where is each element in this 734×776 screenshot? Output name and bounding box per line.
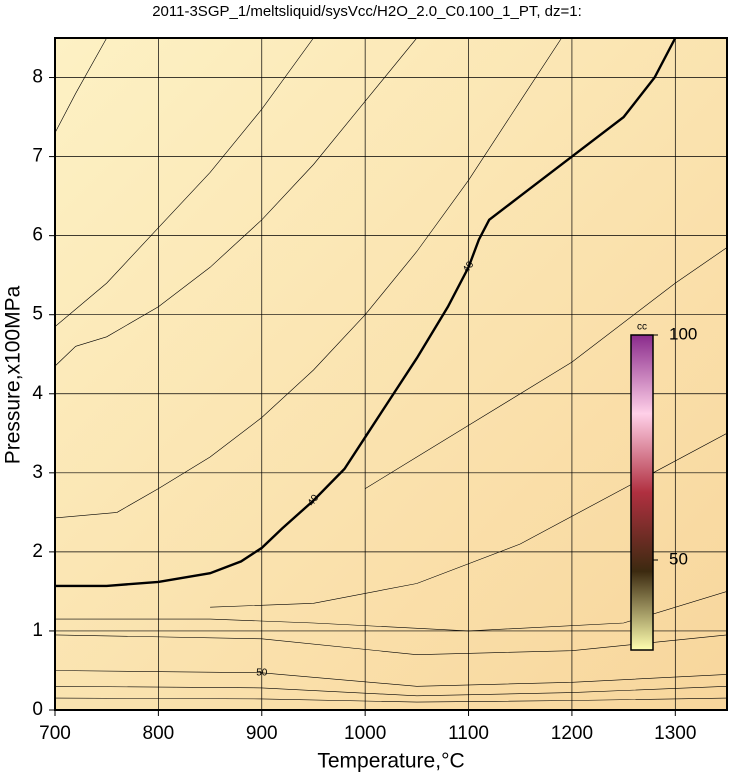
x-tick-label: 1200 xyxy=(551,723,593,744)
x-tick-label: 700 xyxy=(39,723,71,744)
plot-background xyxy=(55,38,727,710)
contour-line xyxy=(55,38,677,588)
contour-label: 50 xyxy=(256,667,268,678)
contour-line xyxy=(55,634,727,656)
y-tick-label: 2 xyxy=(32,541,43,562)
x-tick-label: 1300 xyxy=(654,723,696,744)
y-tick-label: 7 xyxy=(32,146,43,167)
contour-line xyxy=(55,38,107,134)
contour-line xyxy=(55,670,727,687)
y-tick-label: 5 xyxy=(32,304,43,325)
contour-line xyxy=(55,38,562,519)
colorbar xyxy=(630,334,654,651)
contour-line xyxy=(55,38,418,367)
x-tick-label: 1100 xyxy=(448,723,489,744)
contour-line xyxy=(55,697,727,703)
y-tick-label: 8 xyxy=(32,67,43,88)
x-tick-label: 1000 xyxy=(344,723,386,744)
contour-line xyxy=(365,247,727,489)
chart-title: 2011-3SGP_1/meltsliquid/sysVcc/H2O_2.0_C… xyxy=(152,3,582,20)
x-tick-label: 900 xyxy=(246,723,278,744)
y-tick-label: 1 xyxy=(32,620,43,641)
colorbar-tick-label: 100 xyxy=(669,324,697,343)
contour-line xyxy=(55,686,727,697)
plot-frame xyxy=(54,37,728,711)
colorbar-label: cc xyxy=(637,322,647,333)
contour-line xyxy=(55,38,314,327)
x-axis-label: Temperature,°C xyxy=(317,750,464,773)
y-axis-label: Pressure,x100MPa xyxy=(2,285,25,464)
y-tick-label: 6 xyxy=(32,225,43,246)
colorbar-tick-label: 50 xyxy=(669,549,688,568)
y-tick-label: 4 xyxy=(32,383,43,404)
y-tick-label: 3 xyxy=(32,462,43,483)
y-tick-label: 0 xyxy=(32,699,43,720)
x-tick-label: 800 xyxy=(143,723,175,744)
